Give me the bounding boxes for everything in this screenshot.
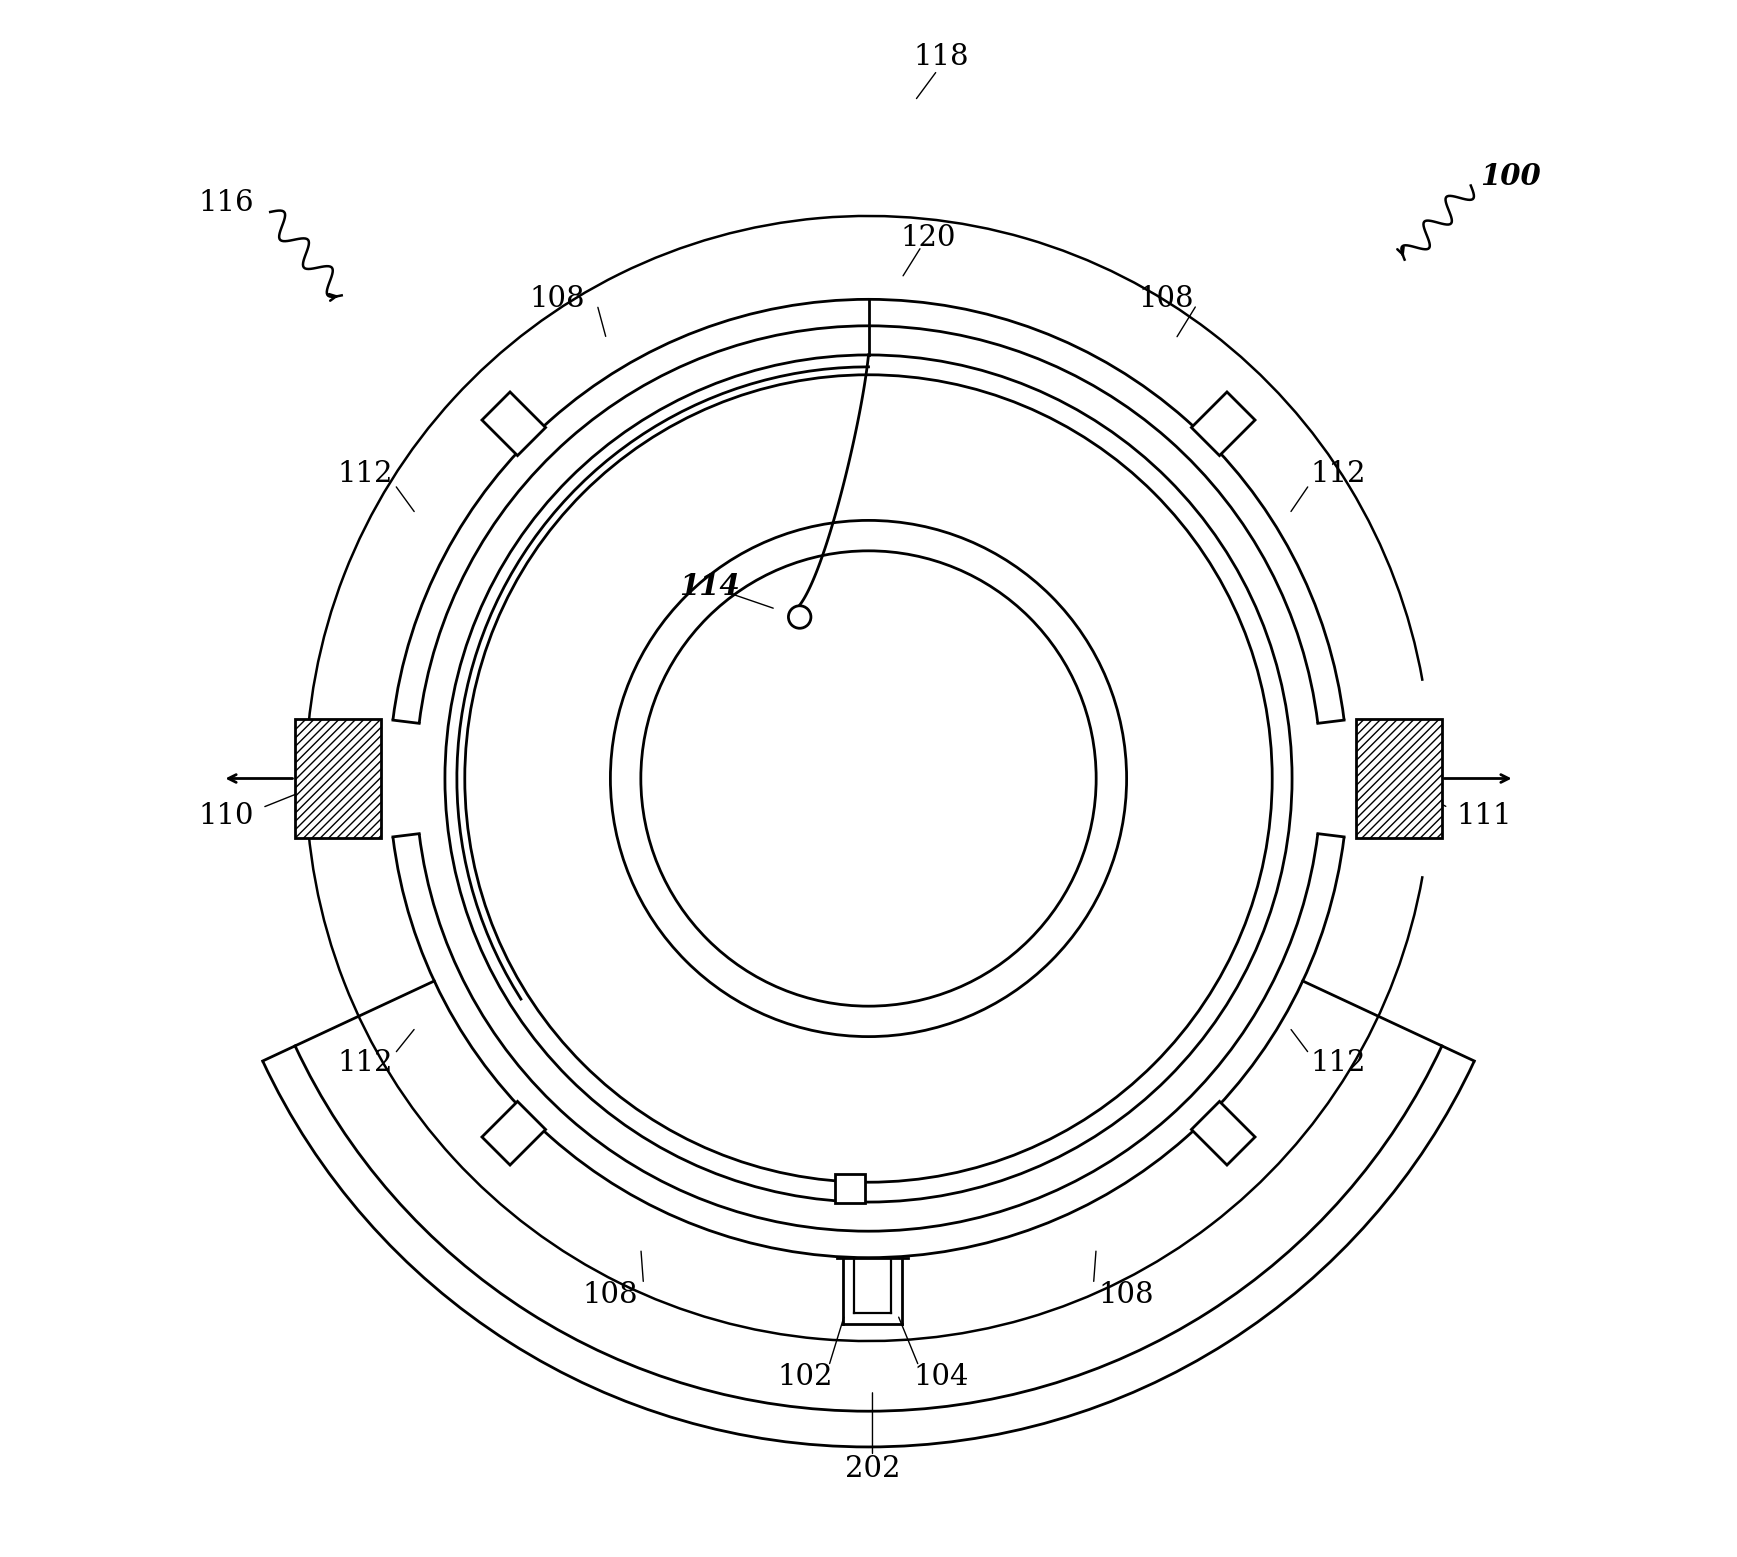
Polygon shape [1192, 392, 1256, 456]
Text: 104: 104 [914, 1362, 969, 1390]
Text: 110: 110 [198, 802, 254, 830]
Text: 120: 120 [900, 224, 955, 252]
Text: 102: 102 [776, 1362, 832, 1390]
Text: 100: 100 [1480, 162, 1541, 192]
Bar [295, 719, 382, 838]
Text: 108: 108 [582, 1281, 637, 1309]
Text: 108: 108 [1100, 1281, 1155, 1309]
Polygon shape [1192, 1101, 1256, 1165]
Polygon shape [481, 392, 545, 456]
Bar [1355, 719, 1442, 838]
Text: 202: 202 [844, 1456, 900, 1484]
Text: 116: 116 [198, 188, 254, 216]
Text: 111: 111 [1456, 802, 1511, 830]
Text: 112: 112 [337, 459, 393, 487]
Text: 118: 118 [914, 44, 969, 72]
Polygon shape [481, 1101, 545, 1165]
Text: 112: 112 [1311, 459, 1365, 487]
Text: 108: 108 [530, 285, 585, 313]
Text: 112: 112 [337, 1049, 393, 1077]
Text: 114: 114 [679, 571, 740, 601]
Bar [835, 1174, 865, 1204]
Text: 112: 112 [1311, 1049, 1365, 1077]
Text: 108: 108 [1138, 285, 1193, 313]
